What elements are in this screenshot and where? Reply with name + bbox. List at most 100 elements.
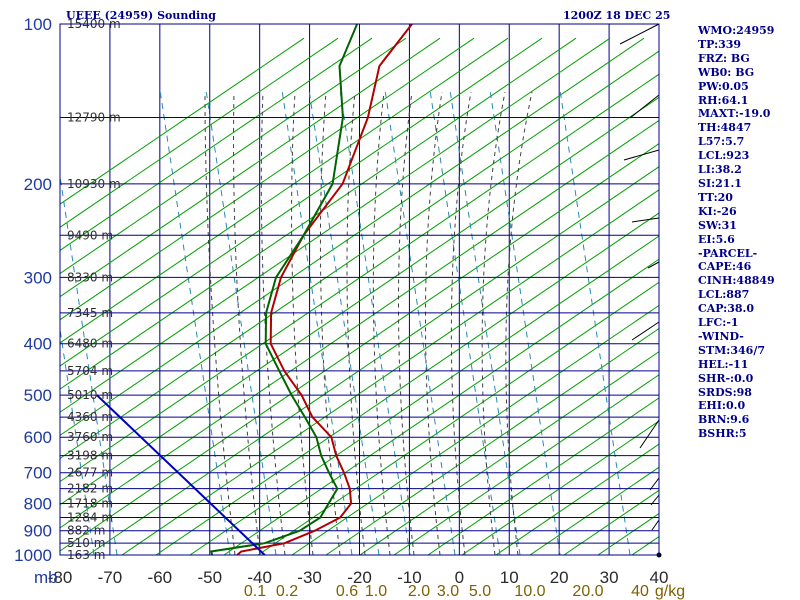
dry-adiabat xyxy=(87,166,659,555)
dry-adiabat xyxy=(60,37,305,205)
moist-adiabat xyxy=(425,91,443,555)
dew-point-profile xyxy=(209,24,359,555)
dry-adiabat xyxy=(495,443,659,555)
mixing-ratio-line xyxy=(308,89,380,555)
temperature-tick-label: -80 xyxy=(48,568,73,587)
dry-adiabat xyxy=(325,327,659,555)
wind-barb xyxy=(629,94,660,119)
chart-title: UEEE (24959) Sounding xyxy=(66,9,216,22)
height-label: 4360 m xyxy=(67,410,113,424)
index-value: TH:4847 xyxy=(698,121,752,135)
dry-adiabat xyxy=(121,189,659,555)
index-value: FRZ: BG xyxy=(698,51,750,65)
wind-barb xyxy=(647,261,660,269)
dry-adiabat xyxy=(60,96,659,506)
dry-adiabat xyxy=(189,235,659,555)
mixing-ratio-label: 10.0 xyxy=(514,583,545,600)
mixing-ratio-label: 0.2 xyxy=(276,583,298,600)
height-label: 12790 m xyxy=(67,111,121,125)
height-label: 2677 m xyxy=(67,466,113,480)
mixing-ratio-label: 0.1 xyxy=(244,583,266,600)
temperature-tick-label: -50 xyxy=(197,568,222,587)
pressure-tick-label: 300 xyxy=(24,268,52,287)
temperature-tick-label: 10 xyxy=(500,568,519,587)
pressure-tick-label: 800 xyxy=(24,495,52,514)
dry-adiabat xyxy=(359,351,659,555)
mixing-ratio-label: 2.0 xyxy=(408,583,430,600)
index-value: -WIND- xyxy=(698,329,744,343)
index-value: SI:21.1 xyxy=(698,176,742,190)
index-value: WB0: BG xyxy=(698,65,755,79)
height-label: 3760 m xyxy=(67,430,113,444)
dry-adiabat xyxy=(257,281,659,555)
pressure-tick-label: 400 xyxy=(24,335,52,354)
temperature-tick-label: 40 xyxy=(650,568,669,587)
temperature-tick-label: -40 xyxy=(247,568,272,587)
dry-adiabat xyxy=(461,420,659,555)
profile-lines xyxy=(96,24,413,555)
mixing-ratio-line xyxy=(489,89,561,555)
index-value: LCL:923 xyxy=(698,149,750,163)
dry-adiabat xyxy=(529,466,659,555)
grid-lines xyxy=(60,24,659,555)
index-value: SRDS:98 xyxy=(698,385,752,399)
index-value: CAP:38.0 xyxy=(698,302,755,316)
dry-adiabat xyxy=(60,142,659,552)
dry-adiabat xyxy=(427,397,659,555)
height-label: 6480 m xyxy=(67,337,113,351)
mixing-ratio-label: 40 xyxy=(631,583,649,600)
temperature-tick-label: -20 xyxy=(347,568,372,587)
dry-adiabat xyxy=(291,304,659,555)
temperature-tick-label: 20 xyxy=(550,568,569,587)
dry-adiabat xyxy=(60,37,509,344)
dry-adiabat xyxy=(223,258,659,555)
height-label: 1718 m xyxy=(67,497,113,511)
moist-adiabat xyxy=(398,91,415,555)
mixing-ratio-label: 5.0 xyxy=(469,583,491,600)
dry-adiabat xyxy=(60,73,659,483)
wind-barb xyxy=(631,217,660,223)
mixing-ratio-line xyxy=(205,89,277,555)
index-value: HEL:-11 xyxy=(698,357,749,371)
height-label: 7345 m xyxy=(67,306,113,320)
dry-adiabat xyxy=(60,37,339,228)
moist-adiabat xyxy=(450,91,472,555)
height-label: 3198 m xyxy=(67,449,113,463)
temperature-tick-label: 0 xyxy=(455,568,464,587)
wind-barb xyxy=(639,419,660,449)
index-value: LFC:-1 xyxy=(698,316,739,330)
mixing-ratio-line xyxy=(60,325,95,555)
index-value: BRN:9.6 xyxy=(698,413,750,427)
temperature-profile xyxy=(236,24,413,555)
height-label: 9490 m xyxy=(67,228,113,242)
index-value: CAPE:46 xyxy=(698,260,752,274)
index-value: RH:64.1 xyxy=(698,93,749,107)
temperature-tick-label: -30 xyxy=(297,568,322,587)
moist-adiabat xyxy=(372,91,391,555)
mixing-ratio-line xyxy=(559,89,631,555)
mixing-ratio-line xyxy=(339,89,411,555)
chart-datetime: 1200Z 18 DEC 25 xyxy=(563,9,671,22)
dry-adiabat xyxy=(60,37,577,390)
moist-adiabat xyxy=(481,91,506,555)
index-value: LCL:887 xyxy=(698,288,750,302)
index-value: EHI:0.0 xyxy=(698,399,746,413)
moist-adiabat xyxy=(505,91,533,555)
index-value: L57:5.7 xyxy=(698,135,745,149)
dry-adiabat xyxy=(60,37,407,275)
wind-barb xyxy=(623,149,660,161)
wind-barb xyxy=(619,23,660,45)
index-value: KI:-26 xyxy=(698,204,737,218)
pressure-tick-label: 1000 xyxy=(14,546,52,565)
mixing-ratio-line xyxy=(449,89,521,555)
index-value: SW:31 xyxy=(698,218,737,232)
pressure-tick-label: 700 xyxy=(24,464,52,483)
mixing-ratio-label: 0.6 xyxy=(336,583,358,600)
index-value: WMO:24959 xyxy=(698,24,775,37)
dry-adiabat xyxy=(60,37,543,367)
wind-barb xyxy=(649,477,660,491)
temperature-tick-label: -10 xyxy=(397,568,422,587)
mixing-ratio-line xyxy=(429,89,501,555)
parcel-profile xyxy=(96,394,266,555)
